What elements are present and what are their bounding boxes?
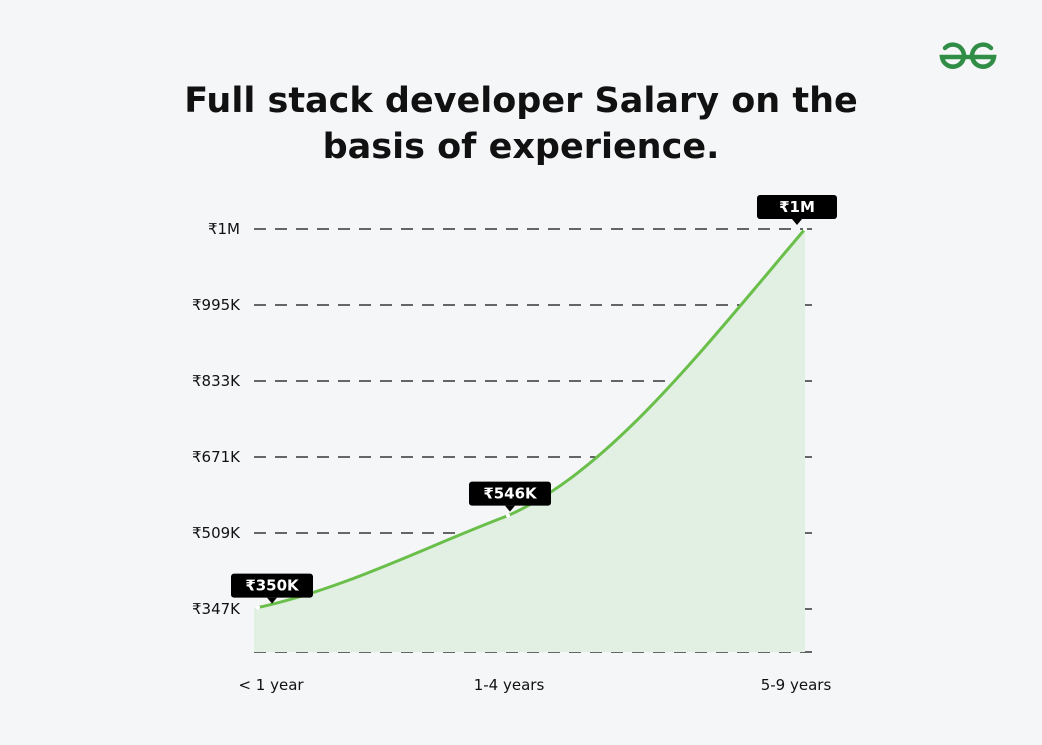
data-label-bg (757, 195, 837, 219)
data-label-text: ₹546K (483, 485, 538, 503)
data-label-pointer (792, 219, 802, 225)
y-tick-label: ₹347K (192, 600, 241, 618)
data-point (803, 227, 807, 231)
y-tick-label: ₹671K (192, 448, 241, 466)
chart-title: Full stack developer Salary on the basis… (0, 78, 1042, 170)
area-fill (254, 229, 805, 652)
data-label-pointer (505, 505, 515, 512)
x-tick-label: 5-9 years (761, 676, 832, 694)
y-tick-label: ₹995K (192, 296, 241, 314)
y-tick-label: ₹509K (192, 524, 241, 542)
data-label-pointer (267, 597, 277, 604)
data-point (506, 513, 510, 518)
data-label-bg (231, 573, 313, 598)
salary-line (257, 228, 807, 610)
data-label-text: ₹1M (779, 198, 815, 216)
chart-title-line-1: Full stack developer Salary on the (184, 81, 858, 121)
y-tick-label: ₹833K (192, 372, 241, 390)
x-tick-label: 1-4 years (474, 676, 545, 694)
x-tick-label: < 1 year (238, 676, 304, 694)
data-label-bg (469, 481, 551, 506)
data-label: ₹350K (231, 573, 313, 610)
data-label: ₹546K (469, 481, 551, 518)
data-label: ₹1M (757, 195, 837, 231)
data-point (256, 605, 260, 610)
gfg-logo-icon (938, 40, 998, 74)
data-label-text: ₹350K (245, 577, 300, 595)
chart-title-line-2: basis of experience. (322, 127, 720, 167)
y-tick-label: ₹1M (208, 220, 240, 238)
